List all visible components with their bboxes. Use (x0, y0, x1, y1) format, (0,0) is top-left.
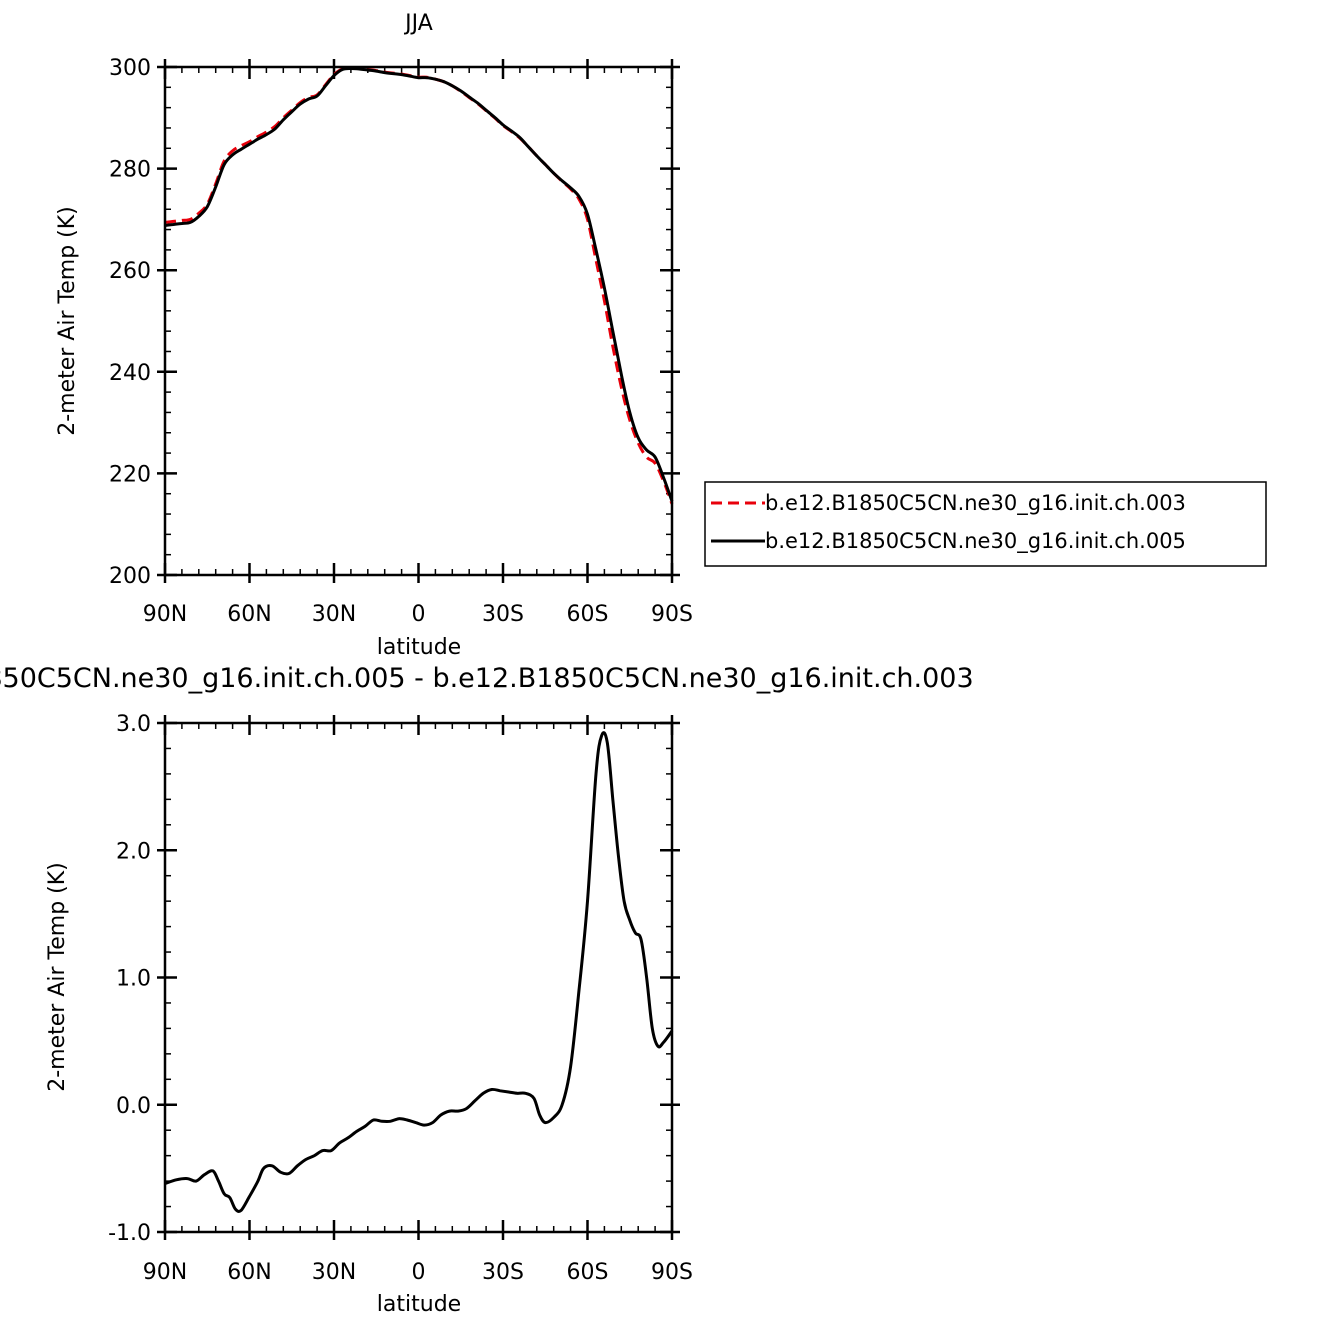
panel-bottom-title: b.e12.B1850C5CN.ne30_g16.init.ch.005 - b… (0, 663, 974, 694)
x-tick-label: 60N (227, 1260, 271, 1285)
x-tick-label: 60N (227, 602, 271, 627)
x-tick-label: 60S (567, 602, 609, 627)
panel-top-y-axis-label: 2-meter Air Temp (K) (55, 206, 80, 436)
x-tick-label: 90N (143, 1260, 187, 1285)
y-tick-label: 1.0 (116, 967, 151, 992)
x-tick-label: 90N (143, 602, 187, 627)
panel-bottom-y-tick-labels: -1.0 0.0 1.0 2.0 3.0 (108, 712, 151, 1246)
panel-bottom-ticks (157, 715, 680, 1240)
panel-bottom-x-axis-label: latitude (377, 1292, 461, 1317)
x-tick-label: 30N (312, 1260, 356, 1285)
y-tick-label: 200 (109, 564, 151, 589)
y-tick-label: 280 (109, 158, 151, 183)
y-tick-label: 260 (109, 259, 151, 284)
x-tick-label: 60S (567, 1260, 609, 1285)
panel-top-ticks (157, 59, 680, 583)
panel-top-y-tick-labels: 200 220 240 260 280 300 (109, 56, 151, 589)
legend-box (704, 481, 1267, 567)
x-tick-label: 90S (651, 1260, 693, 1285)
legend-label-series-1: b.e12.B1850C5CN.ne30_g16.init.ch.003 (765, 491, 1186, 516)
y-tick-label: -1.0 (108, 1221, 151, 1246)
panel-bottom-y-axis-label: 2-meter Air Temp (K) (45, 862, 70, 1092)
y-tick-label: 300 (109, 56, 151, 81)
panel-bottom: b.e12.B1850C5CN.ne30_g16.init.ch.005 - b… (0, 663, 974, 1317)
panel-bottom-x-tick-labels: 90N 60N 30N 0 30S 60S 90S (143, 1260, 693, 1285)
x-tick-label: 30N (312, 602, 356, 627)
x-tick-label: 0 (412, 1260, 426, 1285)
panel-bottom-frame (163, 721, 674, 1234)
panel-top-series (164, 66, 674, 505)
y-tick-label: 3.0 (116, 712, 151, 737)
panel-top-frame (163, 65, 674, 577)
x-tick-label: 90S (651, 602, 693, 627)
legend-label-series-2: b.e12.B1850C5CN.ne30_g16.init.ch.005 (765, 529, 1186, 554)
x-tick-label: 30S (482, 1260, 524, 1285)
panel-top-x-axis-label: latitude (377, 635, 461, 660)
panel-top-x-tick-labels: 90N 60N 30N 0 30S 60S 90S (143, 602, 693, 627)
series-line-2 (164, 66, 674, 502)
x-tick-label: 0 (412, 602, 426, 627)
panel-top-title: JJA (403, 11, 433, 36)
y-tick-label: 0.0 (116, 1094, 151, 1119)
series-line-1 (164, 66, 674, 505)
y-tick-label: 2.0 (116, 839, 151, 864)
panel-bottom-series (164, 731, 674, 1213)
y-tick-label: 240 (109, 361, 151, 386)
legend: b.e12.B1850C5CN.ne30_g16.init.ch.003 b.e… (704, 481, 1267, 567)
y-tick-label: 220 (109, 462, 151, 487)
x-tick-label: 30S (482, 602, 524, 627)
series-line-1 (164, 731, 674, 1213)
